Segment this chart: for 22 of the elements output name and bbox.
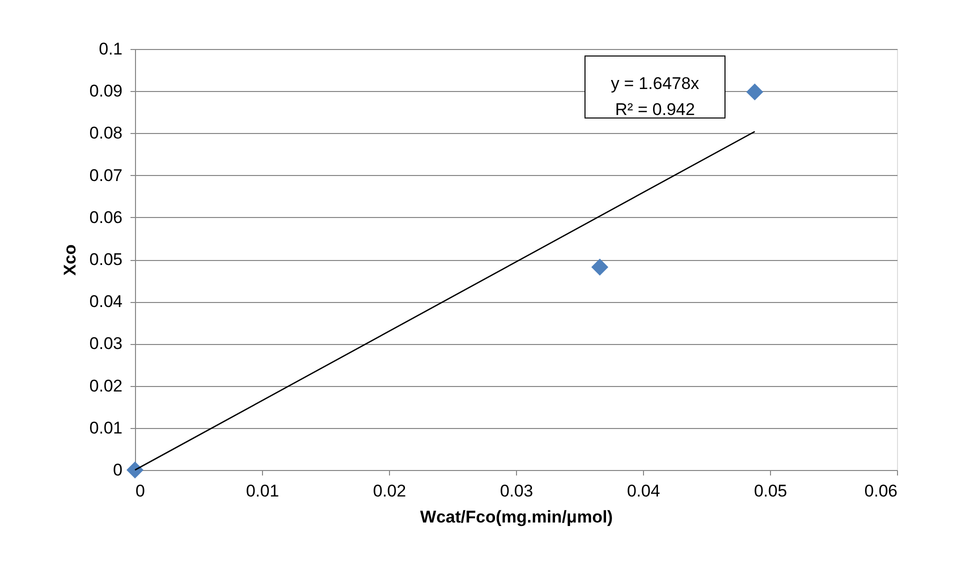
annotation: R² = 0.942 [615, 100, 695, 119]
annotation: y = 1.6478x [610, 74, 700, 93]
x-tick-label: 0.03 [500, 482, 534, 500]
y-tick-label: 0.08 [89, 124, 122, 143]
x-tick-label: 0.04 [626, 482, 660, 500]
y-tick-label: 0.06 [89, 208, 122, 227]
x-tick-label: 0.02 [372, 482, 406, 500]
y-tick-label: 0.03 [89, 334, 122, 354]
y-tick-label: 0.05 [89, 250, 122, 269]
y-tick-label: 0.04 [89, 292, 122, 312]
y-tick-label: 0.02 [89, 376, 122, 396]
y-tick-label: 0.07 [89, 166, 122, 185]
y-tick-label: 0.09 [89, 82, 122, 101]
x-tick-label: 0.05 [754, 482, 788, 500]
x-axis-title: Wcat/Fco(mg.min/μmol) [420, 508, 613, 526]
y-tick-label: 0.1 [98, 40, 122, 58]
y-tick-label: 0 [113, 460, 122, 480]
x-tick-label: 0.01 [246, 482, 280, 500]
x-tick-label: 0 [136, 482, 145, 500]
y-axis-title: Xco [60, 244, 80, 276]
y-tick-label: 0.01 [89, 418, 122, 438]
x-tick-label: 0.06 [864, 482, 898, 500]
